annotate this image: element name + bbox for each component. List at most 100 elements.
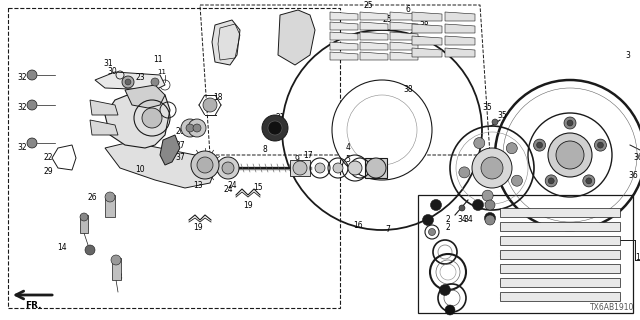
Text: 16: 16 [353, 220, 363, 229]
Circle shape [545, 175, 557, 187]
Text: 25: 25 [382, 15, 392, 25]
Circle shape [459, 167, 470, 178]
Circle shape [262, 115, 288, 141]
Circle shape [556, 141, 584, 169]
Polygon shape [160, 135, 180, 165]
Polygon shape [500, 250, 620, 259]
Text: 11: 11 [157, 69, 166, 75]
Circle shape [472, 199, 483, 211]
Circle shape [181, 119, 199, 137]
Circle shape [315, 163, 325, 173]
Polygon shape [105, 90, 170, 148]
Polygon shape [412, 48, 442, 57]
Polygon shape [390, 22, 418, 30]
Text: 9: 9 [294, 156, 300, 164]
Text: 36: 36 [628, 171, 638, 180]
Text: 17: 17 [303, 150, 313, 159]
Circle shape [268, 121, 282, 135]
Text: 38: 38 [419, 21, 429, 30]
Polygon shape [500, 264, 620, 273]
Circle shape [105, 192, 115, 202]
Text: 29: 29 [43, 167, 53, 177]
Circle shape [548, 178, 554, 184]
Circle shape [534, 139, 545, 151]
Text: 20: 20 [175, 127, 185, 137]
Polygon shape [95, 72, 165, 90]
Polygon shape [330, 32, 358, 40]
Circle shape [474, 138, 484, 148]
Text: 31: 31 [103, 59, 113, 68]
Text: 2: 2 [445, 215, 451, 225]
Text: 33: 33 [113, 274, 123, 283]
Polygon shape [360, 32, 388, 40]
Circle shape [27, 138, 37, 148]
Text: 23: 23 [135, 74, 145, 83]
Text: 32: 32 [17, 143, 27, 153]
Circle shape [485, 200, 495, 210]
Polygon shape [500, 208, 620, 217]
Text: 2: 2 [445, 223, 451, 233]
Text: 24: 24 [227, 180, 237, 189]
Circle shape [142, 108, 162, 128]
Circle shape [151, 78, 159, 86]
Circle shape [366, 158, 386, 178]
Polygon shape [330, 12, 358, 20]
Text: FR.: FR. [25, 300, 41, 309]
Polygon shape [500, 278, 620, 287]
Circle shape [481, 157, 503, 179]
Circle shape [348, 161, 362, 175]
Text: 35: 35 [497, 110, 507, 119]
Text: 19: 19 [243, 201, 253, 210]
Text: 25: 25 [363, 1, 373, 10]
Circle shape [191, 151, 219, 179]
Circle shape [482, 190, 493, 201]
Polygon shape [360, 12, 388, 20]
Text: 32: 32 [17, 103, 27, 113]
Text: 12: 12 [147, 106, 157, 115]
Polygon shape [500, 292, 620, 301]
Circle shape [429, 228, 435, 236]
Text: 3: 3 [625, 51, 630, 60]
Polygon shape [90, 120, 118, 135]
Polygon shape [412, 12, 442, 21]
Text: 27: 27 [175, 140, 185, 149]
Text: 32: 32 [17, 74, 27, 83]
Circle shape [203, 98, 217, 112]
Text: 6: 6 [406, 5, 410, 14]
Circle shape [511, 175, 522, 186]
Polygon shape [500, 236, 620, 245]
Text: 5: 5 [346, 156, 351, 164]
Polygon shape [412, 36, 442, 45]
Polygon shape [445, 48, 475, 57]
Text: 10: 10 [135, 165, 145, 174]
Circle shape [422, 214, 433, 226]
Circle shape [125, 79, 131, 85]
Polygon shape [360, 52, 388, 60]
Polygon shape [390, 52, 418, 60]
Text: 14: 14 [57, 244, 67, 252]
Text: 7: 7 [385, 226, 390, 235]
Polygon shape [445, 12, 475, 21]
Text: 8: 8 [262, 146, 268, 155]
Text: 34: 34 [463, 215, 473, 225]
Text: 22: 22 [44, 154, 52, 163]
Bar [8, 8, 340, 308]
Circle shape [548, 133, 592, 177]
Circle shape [122, 76, 134, 88]
Circle shape [188, 119, 206, 137]
Circle shape [492, 119, 498, 125]
Circle shape [586, 178, 592, 184]
Circle shape [484, 212, 495, 223]
Circle shape [27, 70, 37, 80]
Text: 26: 26 [87, 194, 97, 203]
Text: 4: 4 [346, 143, 351, 153]
Polygon shape [360, 22, 388, 30]
Circle shape [217, 157, 239, 179]
Polygon shape [330, 22, 358, 30]
Circle shape [332, 80, 432, 180]
Text: 36: 36 [633, 154, 640, 163]
Circle shape [583, 175, 595, 187]
Circle shape [197, 157, 213, 173]
Bar [80, 215, 88, 233]
Circle shape [564, 117, 576, 129]
